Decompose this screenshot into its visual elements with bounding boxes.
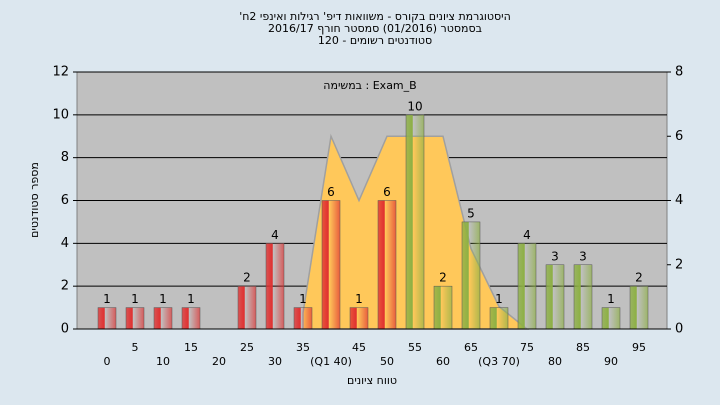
y2-tick-label: 2	[675, 257, 683, 272]
data-label: 3	[551, 249, 559, 263]
bar	[461, 221, 481, 330]
data-label: 1	[495, 292, 503, 306]
bar	[377, 200, 397, 330]
y2-tick-label: 0	[675, 322, 683, 337]
x-tick-label: 80	[548, 355, 562, 368]
x-tick-label: 45	[352, 341, 366, 354]
data-label: 2	[635, 271, 643, 285]
annotation: במשימה : Exam_B	[323, 79, 416, 92]
data-label: 2	[439, 271, 447, 285]
y2-tick-label: 8	[675, 65, 683, 80]
bar	[489, 307, 509, 330]
data-label: 1	[131, 292, 139, 306]
x-tick-label: 85	[576, 341, 590, 354]
y-tick-label: 0	[61, 322, 69, 337]
bar	[601, 307, 621, 330]
bar	[573, 264, 593, 330]
x-tick-label: 20	[212, 355, 226, 368]
y2-tick-label: 6	[675, 129, 683, 144]
y-tick-label: 2	[61, 279, 69, 294]
data-label: 1	[299, 292, 307, 306]
y-tick-label: 6	[61, 193, 69, 208]
data-label: 4	[271, 228, 279, 242]
x-tick-label: 95	[632, 341, 646, 354]
x-tick-label: 90	[604, 355, 618, 368]
data-label: 3	[579, 249, 587, 263]
bar	[181, 307, 201, 330]
data-label: 5	[467, 206, 475, 220]
bar	[629, 285, 649, 330]
y2-tick-label: 4	[675, 193, 683, 208]
data-label: 1	[103, 292, 111, 306]
bar	[237, 285, 257, 330]
x-tick-label: (Q3 70)	[478, 355, 520, 368]
x-tick-label: 60	[436, 355, 450, 368]
x-tick-label: 5	[132, 341, 139, 354]
data-label: 1	[187, 292, 195, 306]
bar	[405, 114, 425, 330]
x-tick-label: 30	[268, 355, 282, 368]
bar	[545, 264, 565, 330]
bar	[293, 307, 313, 330]
x-tick-label: 0	[104, 355, 111, 368]
data-label: 10	[407, 99, 422, 113]
bar	[97, 307, 117, 330]
x-tick-label: 10	[156, 355, 170, 368]
x-tick-label: 75	[520, 341, 534, 354]
data-label: 2	[243, 271, 251, 285]
y-axis-label: מספר סטודנטים	[28, 162, 41, 238]
data-label: 1	[607, 292, 615, 306]
bar	[433, 285, 453, 330]
data-label: 4	[523, 228, 531, 242]
x-tick-label: 35	[296, 341, 310, 354]
chart-title: 'היסטוגרמת ציונים בקורס - משוואות דיפ' ר…	[239, 10, 511, 23]
x-tick-label: (Q1 40)	[310, 355, 352, 368]
bar	[349, 307, 369, 330]
data-label: 1	[159, 292, 167, 306]
bar	[125, 307, 145, 330]
x-tick-label: 15	[184, 341, 198, 354]
chart-subtitle: בסמסטר (01/2016) סמסטר חורף 2016/17	[268, 22, 482, 35]
bar	[153, 307, 173, 330]
bar	[321, 200, 341, 330]
x-tick-label: 55	[408, 341, 422, 354]
x-tick-label: 50	[380, 355, 394, 368]
data-label: 1	[355, 292, 363, 306]
x-axis-label: טווח ציונים	[347, 374, 397, 387]
y-tick-label: 10	[52, 107, 69, 122]
y-tick-label: 4	[61, 236, 69, 251]
y-tick-label: 8	[61, 150, 69, 165]
data-label: 6	[383, 185, 391, 199]
chart-subtitle: סטודנטים רשומים - 120	[318, 34, 432, 47]
y-tick-label: 12	[52, 65, 69, 80]
x-tick-label: 65	[464, 341, 478, 354]
bar	[517, 243, 537, 330]
data-label: 6	[327, 185, 335, 199]
x-tick-label: 25	[240, 341, 254, 354]
bar	[265, 243, 285, 330]
